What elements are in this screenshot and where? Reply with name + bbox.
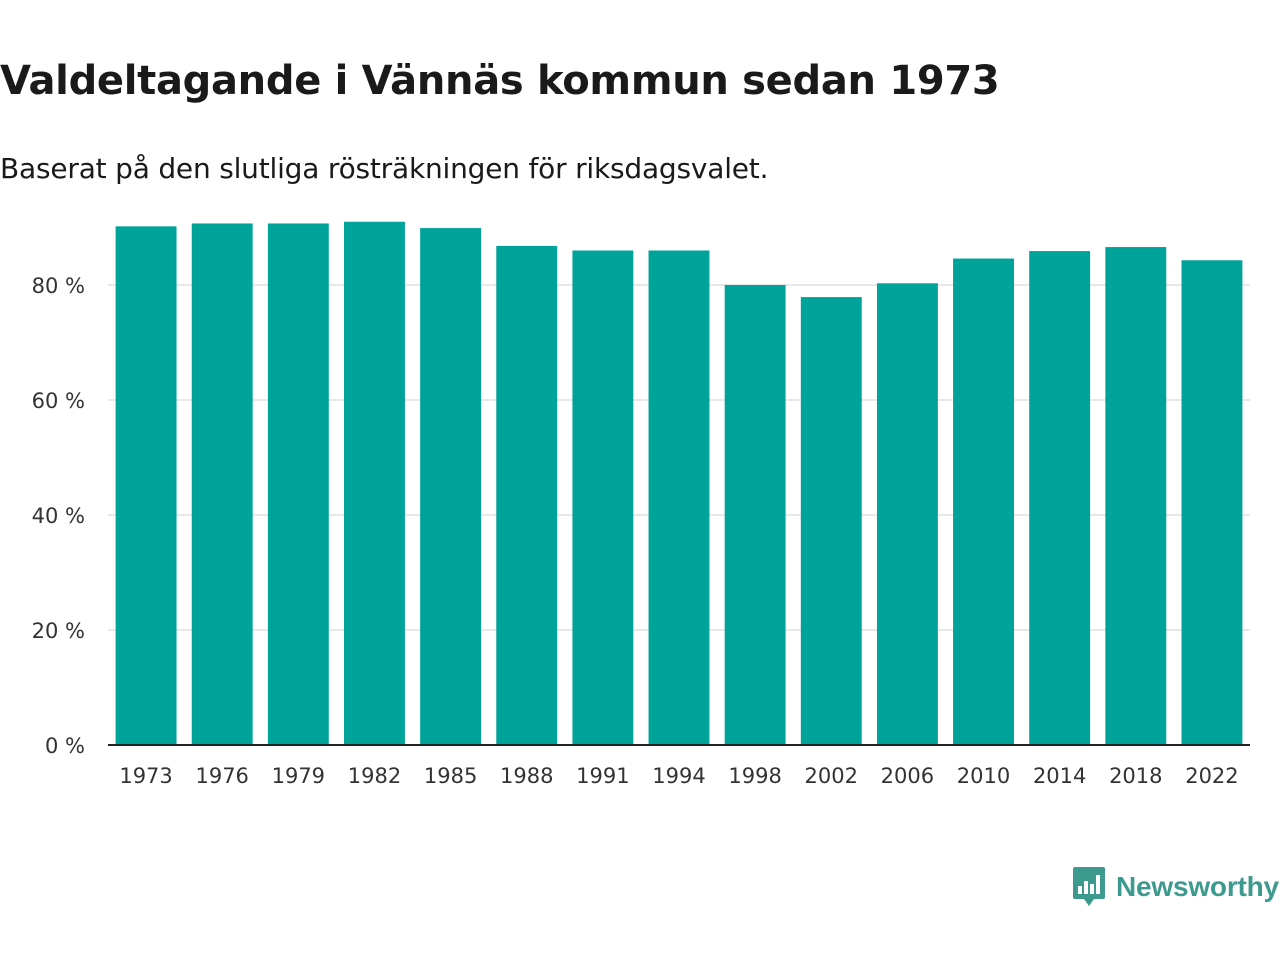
chart-subtitle: Baserat på den slutliga rösträkningen fö… — [0, 152, 769, 185]
bar-2022 — [1181, 260, 1243, 745]
bar-1994 — [648, 250, 710, 745]
y-axis-ticks: 0 % 20 % 40 % 60 % 80 % — [32, 274, 85, 758]
x-tick-label: 2010 — [957, 764, 1010, 788]
bar-2018 — [1105, 247, 1167, 746]
x-axis-ticks: 1973 1976 1979 1982 1985 1988 1991 1994 1998 2002… — [119, 764, 1238, 788]
bar-2002 — [800, 297, 862, 745]
bar-1973 — [115, 226, 177, 746]
y-tick-label: 0 % — [45, 734, 85, 758]
bar-1991 — [572, 250, 634, 745]
x-tick-label: 1985 — [424, 764, 477, 788]
y-tick-label: 40 % — [32, 504, 85, 528]
x-tick-label: 1998 — [728, 764, 781, 788]
bar-2006 — [876, 283, 938, 745]
y-tick-label: 20 % — [32, 619, 85, 643]
x-tick-label: 1994 — [652, 764, 705, 788]
chart-title: Valdeltagande i Vännäs kommun sedan 1973 — [0, 58, 1000, 104]
bar-1982 — [344, 221, 405, 745]
x-tick-label: 1973 — [119, 764, 172, 788]
bar-chart-speech-bubble-icon — [1073, 867, 1105, 906]
x-tick-label: 2018 — [1109, 764, 1162, 788]
bar-chart: 0 % 20 % 40 % 60 % 80 % 1973 1976 1979 1982 1985… — [32, 221, 1250, 788]
y-tick-label: 60 % — [32, 389, 85, 413]
x-tick-label: 2014 — [1033, 764, 1086, 788]
bar-1979 — [267, 223, 329, 746]
bar-1976 — [191, 223, 253, 746]
x-tick-label: 1976 — [195, 764, 248, 788]
x-tick-label: 2002 — [805, 764, 858, 788]
newsworthy-logo[interactable]: Newsworthy — [1072, 866, 1279, 908]
x-tick-label: 1982 — [348, 764, 401, 788]
bar-1998 — [724, 285, 786, 745]
x-tick-label: 2022 — [1185, 764, 1238, 788]
x-tick-label: 1988 — [500, 764, 553, 788]
y-tick-label: 80 % — [32, 274, 85, 298]
bar-1985 — [420, 228, 482, 745]
bars — [115, 221, 1243, 746]
brand-name: Newsworthy — [1116, 871, 1279, 902]
bar-2014 — [1029, 251, 1091, 745]
bar-1988 — [496, 245, 558, 745]
x-tick-label: 2006 — [881, 764, 934, 788]
x-tick-label: 1979 — [272, 764, 325, 788]
bar-2010 — [953, 258, 1014, 745]
x-tick-label: 1991 — [576, 764, 629, 788]
